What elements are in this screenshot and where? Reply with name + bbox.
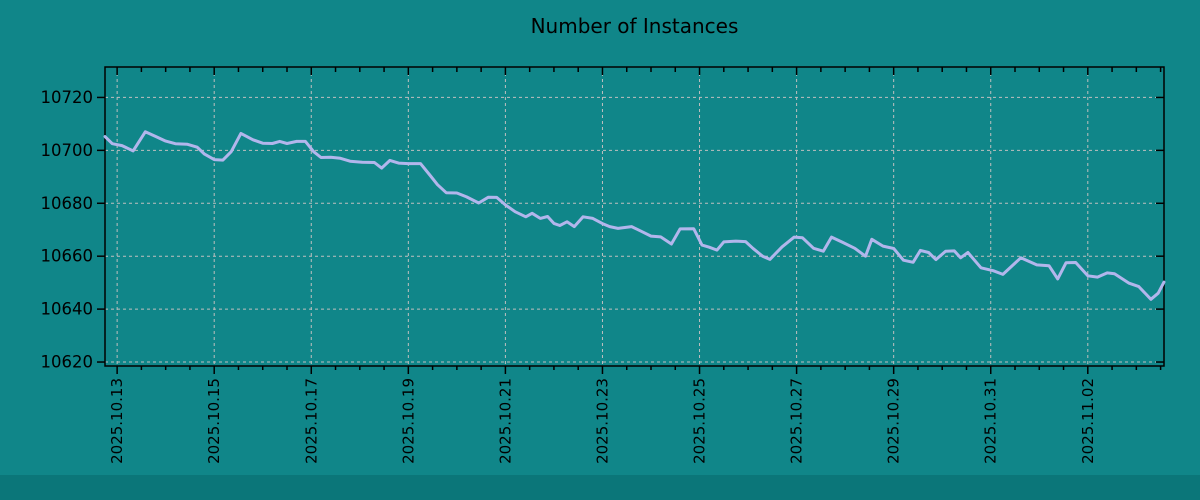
y-tick-label: 10640 (41, 300, 94, 319)
x-tick-label: 2025.10.19 (399, 378, 417, 464)
instances-line (103, 130, 1166, 301)
plot-border (104, 66, 1165, 367)
x-tick-label: 2025.10.31 (982, 378, 1000, 464)
y-tick-label: 10620 (41, 353, 94, 372)
x-tick-label: 2025.10.21 (496, 378, 514, 464)
x-tick-label: 2025.11.02 (1079, 378, 1097, 464)
x-tick-label: 2025.10.23 (593, 378, 611, 464)
y-tick-label: 10660 (41, 247, 94, 266)
x-tick-label: 2025.10.25 (691, 378, 709, 464)
footer-strip (0, 475, 1200, 500)
x-tick-label: 2025.10.27 (788, 378, 806, 464)
x-tick-label: 2025.10.13 (108, 378, 126, 464)
x-tick-label: 2025.10.29 (885, 378, 903, 464)
y-tick-label: 10720 (41, 88, 94, 107)
x-tick-label: 2025.10.15 (205, 378, 223, 464)
chart-title: Number of Instances (530, 14, 739, 38)
y-tick-label: 10680 (41, 194, 94, 213)
y-tick-label: 10700 (41, 141, 94, 160)
x-tick-label: 2025.10.17 (302, 378, 320, 464)
